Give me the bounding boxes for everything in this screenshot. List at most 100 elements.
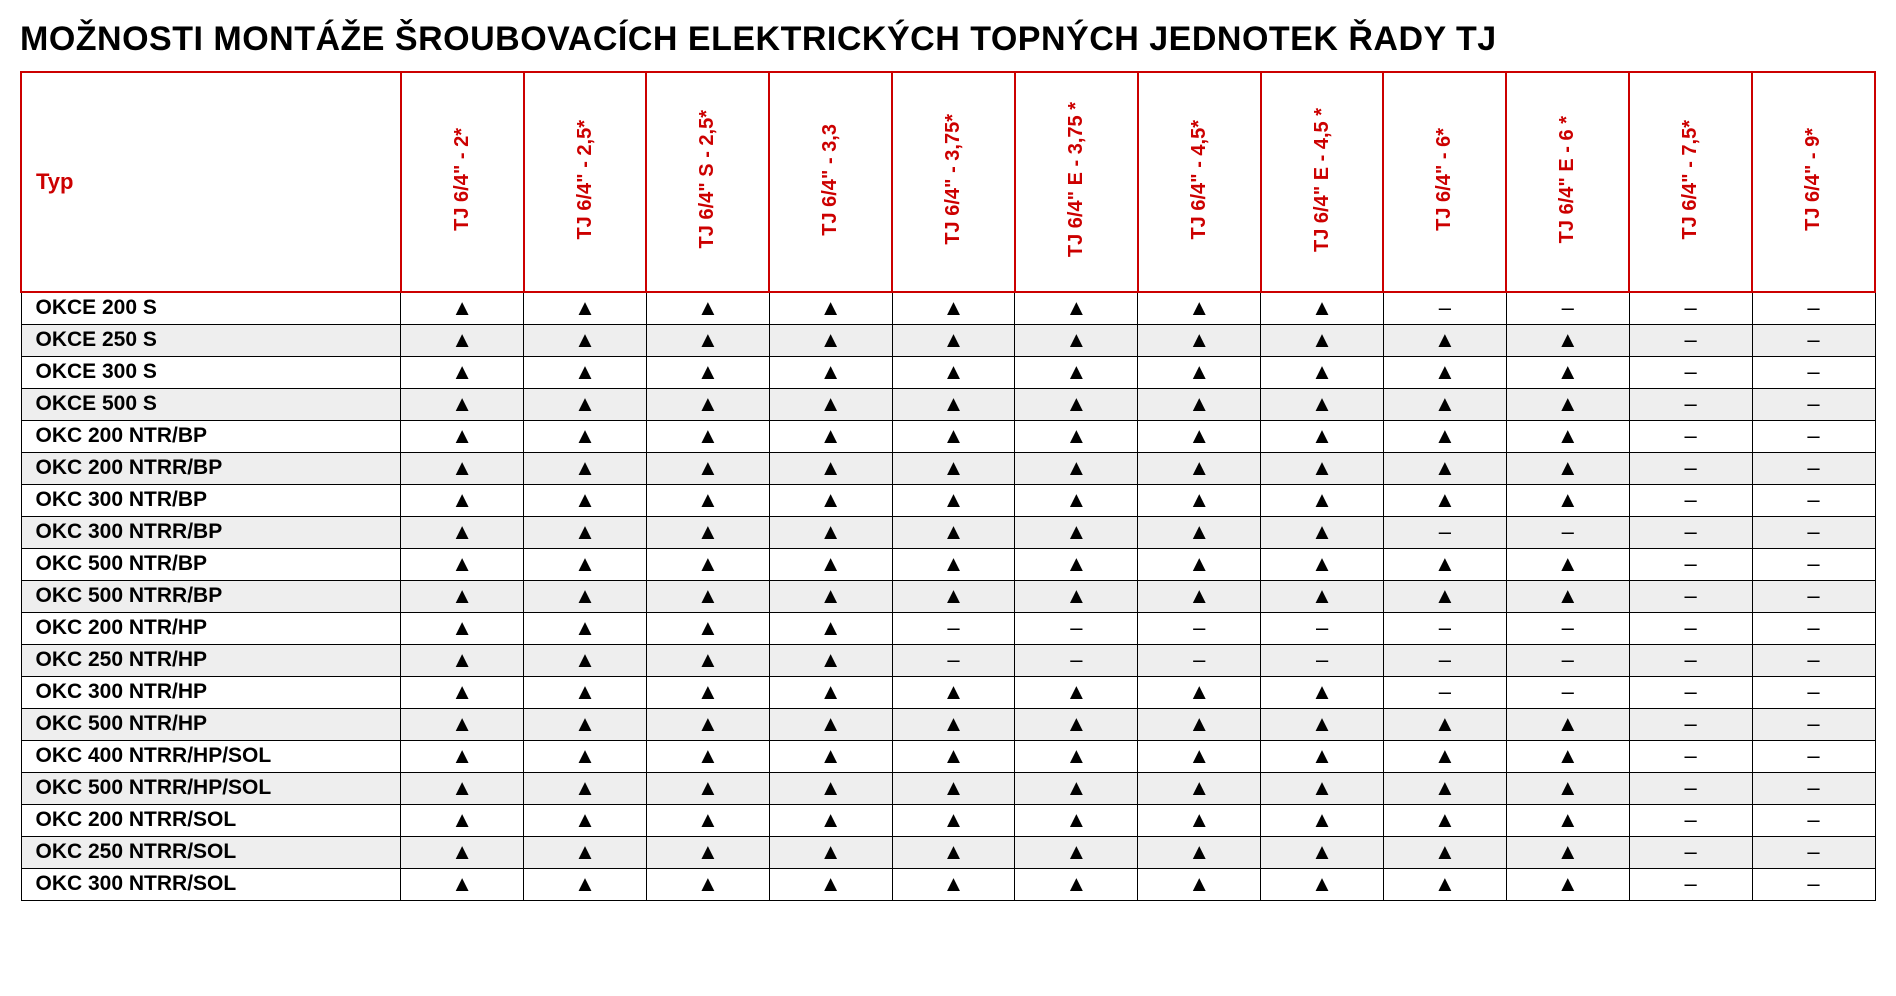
type-column-header: Typ <box>21 72 401 292</box>
column-header: TJ 6/4" - 3,75* <box>892 72 1015 292</box>
compatibility-cell: ▲ <box>1506 420 1629 452</box>
compatibility-cell: ▲ <box>1015 708 1138 740</box>
compatible-icon: ▲ <box>1188 713 1210 735</box>
row-label: OKC 300 NTRR/BP <box>21 516 401 548</box>
compatible-icon: ▲ <box>1434 425 1456 447</box>
compatible-icon: ▲ <box>574 713 596 735</box>
compatibility-cell: ▲ <box>1015 452 1138 484</box>
not-compatible-icon: – <box>1807 425 1819 447</box>
row-label: OKCE 500 S <box>21 388 401 420</box>
row-label: OKC 200 NTRR/BP <box>21 452 401 484</box>
column-header-label: TJ 6/4" - 2* <box>451 116 474 243</box>
compatibility-cell: ▲ <box>524 292 647 324</box>
compatible-icon: ▲ <box>1557 809 1579 831</box>
not-compatible-icon: – <box>1807 521 1819 543</box>
compatible-icon: ▲ <box>820 649 842 671</box>
compatibility-cell: ▲ <box>524 580 647 612</box>
compatible-icon: ▲ <box>574 777 596 799</box>
compatibility-cell: ▲ <box>524 516 647 548</box>
not-compatible-icon: – <box>1684 873 1696 895</box>
not-compatible-icon: – <box>1562 297 1574 319</box>
compatibility-cell: ▲ <box>1383 772 1506 804</box>
compatibility-cell: ▲ <box>892 580 1015 612</box>
compatibility-cell: ▲ <box>1015 740 1138 772</box>
row-label: OKC 200 NTR/HP <box>21 612 401 644</box>
compatibility-cell: – <box>1629 388 1752 420</box>
not-compatible-icon: – <box>1684 713 1696 735</box>
compatibility-cell: – <box>1629 548 1752 580</box>
compatibility-cell: ▲ <box>401 580 524 612</box>
compatible-icon: ▲ <box>1311 393 1333 415</box>
compatibility-cell: – <box>1629 676 1752 708</box>
compatibility-cell: ▲ <box>1138 740 1261 772</box>
compatible-icon: ▲ <box>1065 297 1087 319</box>
compatibility-cell: ▲ <box>1383 356 1506 388</box>
compatible-icon: ▲ <box>1311 489 1333 511</box>
compatibility-cell: ▲ <box>646 868 769 900</box>
compatibility-cell: ▲ <box>1261 388 1384 420</box>
not-compatible-icon: – <box>1439 297 1451 319</box>
not-compatible-icon: – <box>1807 809 1819 831</box>
compatibility-cell: ▲ <box>524 388 647 420</box>
compatibility-cell: ▲ <box>1506 324 1629 356</box>
compatibility-cell: ▲ <box>524 612 647 644</box>
compatibility-cell: ▲ <box>1261 804 1384 836</box>
not-compatible-icon: – <box>1684 393 1696 415</box>
compatible-icon: ▲ <box>943 297 965 319</box>
compatible-icon: ▲ <box>820 617 842 639</box>
compatibility-cell: ▲ <box>1506 804 1629 836</box>
not-compatible-icon: – <box>1562 617 1574 639</box>
compatible-icon: ▲ <box>1065 329 1087 351</box>
column-header: TJ 6/4" - 4,5* <box>1138 72 1261 292</box>
column-header-label: TJ 6/4" - 9* <box>1802 116 1825 243</box>
compatibility-cell: – <box>1015 612 1138 644</box>
compatibility-cell: ▲ <box>524 772 647 804</box>
compatible-icon: ▲ <box>820 361 842 383</box>
compatibility-cell: ▲ <box>401 484 524 516</box>
compatibility-cell: ▲ <box>1138 516 1261 548</box>
compatibility-cell: ▲ <box>1383 804 1506 836</box>
compatible-icon: ▲ <box>1065 585 1087 607</box>
compatible-icon: ▲ <box>697 393 719 415</box>
compatibility-cell: ▲ <box>646 388 769 420</box>
compatibility-cell: ▲ <box>646 484 769 516</box>
compatibility-cell: – <box>1261 644 1384 676</box>
compatibility-cell: ▲ <box>1383 388 1506 420</box>
compatible-icon: ▲ <box>943 553 965 575</box>
compatible-icon: ▲ <box>1065 457 1087 479</box>
compatible-icon: ▲ <box>1311 681 1333 703</box>
not-compatible-icon: – <box>1684 617 1696 639</box>
compatible-icon: ▲ <box>697 457 719 479</box>
compatibility-cell: ▲ <box>1383 740 1506 772</box>
not-compatible-icon: – <box>1807 457 1819 479</box>
compatibility-cell: ▲ <box>1138 676 1261 708</box>
compatibility-cell: ▲ <box>1138 420 1261 452</box>
compatible-icon: ▲ <box>574 841 596 863</box>
compatibility-cell: – <box>892 612 1015 644</box>
compatibility-cell: ▲ <box>646 452 769 484</box>
compatibility-cell: ▲ <box>1138 356 1261 388</box>
compatible-icon: ▲ <box>574 585 596 607</box>
compatible-icon: ▲ <box>1188 361 1210 383</box>
not-compatible-icon: – <box>1807 681 1819 703</box>
compatible-icon: ▲ <box>1434 809 1456 831</box>
compatible-icon: ▲ <box>697 873 719 895</box>
compatibility-cell: ▲ <box>769 740 892 772</box>
table-row: OKC 300 NTR/HP▲▲▲▲▲▲▲▲–––– <box>21 676 1875 708</box>
compatibility-cell: – <box>1506 516 1629 548</box>
compatibility-cell: – <box>1138 644 1261 676</box>
compatible-icon: ▲ <box>1311 553 1333 575</box>
compatibility-cell: – <box>1629 868 1752 900</box>
row-label: OKC 500 NTRR/BP <box>21 580 401 612</box>
row-label: OKC 300 NTR/BP <box>21 484 401 516</box>
compatibility-cell: ▲ <box>646 676 769 708</box>
table-row: OKCE 200 S▲▲▲▲▲▲▲▲–––– <box>21 292 1875 324</box>
compatibility-cell: ▲ <box>1383 836 1506 868</box>
compatible-icon: ▲ <box>1557 329 1579 351</box>
compatible-icon: ▲ <box>574 489 596 511</box>
compatible-icon: ▲ <box>574 457 596 479</box>
compatible-icon: ▲ <box>697 809 719 831</box>
table-row: OKC 500 NTRR/HP/SOL▲▲▲▲▲▲▲▲▲▲–– <box>21 772 1875 804</box>
compatibility-cell: ▲ <box>646 708 769 740</box>
column-header-label: TJ 6/4" - 6* <box>1433 116 1456 243</box>
